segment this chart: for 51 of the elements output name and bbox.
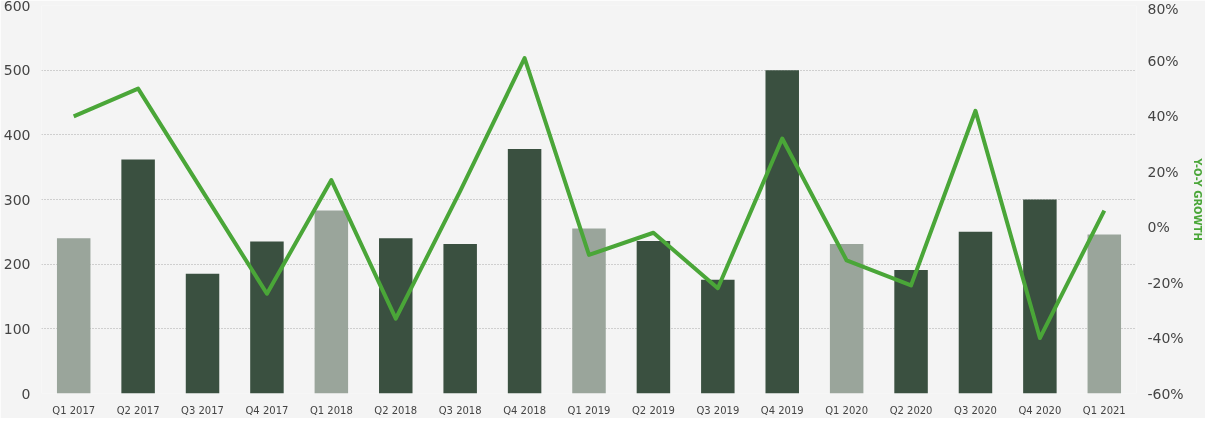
y2-tick-label: 40% [1147, 108, 1179, 125]
bar [443, 244, 477, 394]
y-tick-label: 300 [3, 191, 31, 208]
y-tick-label: 400 [3, 126, 31, 143]
bar [572, 228, 606, 394]
x-tick-label: Q3 2020 [954, 404, 997, 416]
y2-tick-label: -20% [1147, 274, 1184, 291]
bar [507, 149, 542, 394]
bar [250, 241, 284, 394]
x-tick-label: Q4 2017 [245, 404, 289, 416]
x-tick-label: Q3 2018 [438, 404, 482, 416]
bar [56, 238, 91, 394]
x-tick-label: Q2 2020 [889, 404, 933, 416]
bar [765, 70, 799, 394]
y2-tick-label: 20% [1147, 163, 1179, 180]
bar [121, 159, 155, 394]
y2-tick-label: -40% [1147, 330, 1184, 347]
y2-tick-label: 80% [1147, 0, 1179, 17]
y2-tick-label: 0% [1147, 219, 1170, 236]
bar [701, 279, 735, 394]
y-tick-label: 100 [3, 320, 31, 337]
x-tick-label: Q3 2019 [696, 404, 740, 416]
x-tick-label: Q1 2017 [52, 404, 96, 416]
bar [636, 240, 671, 394]
x-tick-label: Q2 2017 [116, 404, 160, 416]
bar [1087, 234, 1122, 394]
y2-tick-label: -60% [1147, 385, 1184, 402]
bar [314, 210, 349, 394]
bar [379, 238, 413, 394]
bar [1023, 199, 1057, 394]
x-tick-label: Q1 2018 [309, 404, 353, 416]
x-tick-label: Q1 2019 [567, 404, 611, 416]
x-tick-label: Q2 2018 [374, 404, 418, 416]
y-tick-label: 0 [21, 385, 31, 402]
x-tick-label: Q4 2020 [1018, 404, 1062, 416]
y-tick-label: 500 [3, 62, 31, 79]
y2-tick-label: 60% [1147, 52, 1179, 69]
line-series [71, 56, 1107, 341]
x-tick-label: Q3 2017 [181, 404, 224, 416]
bar [958, 231, 993, 394]
bar [185, 273, 220, 394]
x-tick-label: Q4 2019 [760, 404, 804, 416]
y-tick-label: 200 [3, 256, 31, 273]
x-tick-label: Q1 2021 [1082, 404, 1126, 416]
bar [894, 269, 928, 394]
x-tick-label: Q4 2018 [503, 404, 547, 416]
x-tick-label: Q1 2020 [825, 404, 869, 416]
y2-axis-title: Y-O-Y GROWTH [1191, 157, 1203, 241]
y-tick-label: 600 [3, 0, 31, 14]
bar [829, 244, 864, 394]
x-tick-label: Q2 2019 [631, 404, 675, 416]
